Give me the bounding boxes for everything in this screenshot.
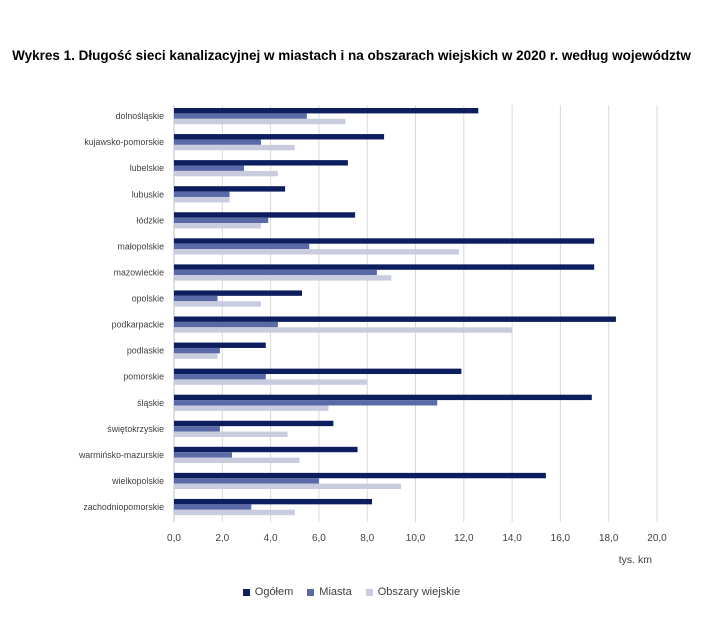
bar-ogolem: [174, 498, 373, 505]
bar-obszary-wiejskie: [174, 327, 513, 333]
x-tick-label: 0,0: [167, 533, 181, 544]
category-label: warmińsko-mazurskie: [78, 450, 164, 460]
x-tick-label: 10,0: [406, 533, 426, 544]
bar-miasta: [174, 243, 310, 250]
bar-miasta: [174, 165, 245, 171]
bar-obszary-wiejskie: [174, 170, 278, 177]
x-tick-label: 12,0: [454, 533, 474, 544]
legend: Ogółem Miasta Obszary wiejskie: [0, 586, 703, 598]
bars: [174, 108, 616, 516]
bar-obszary-wiejskie: [174, 118, 346, 125]
bar-ogolem: [174, 134, 385, 140]
bar-miasta: [174, 321, 278, 328]
bar-ogolem: [174, 290, 302, 296]
bar-miasta: [174, 113, 307, 119]
bar-obszary-wiejskie: [174, 223, 261, 229]
category-label: kujawsko-pomorskie: [84, 137, 164, 147]
category-label: łódzkie: [137, 215, 164, 225]
category-label: dolnośląskie: [116, 111, 165, 121]
bar-miasta: [174, 347, 220, 354]
bar-ogolem: [174, 342, 266, 348]
bar-obszary-wiejskie: [174, 144, 295, 151]
legend-swatch: [307, 588, 315, 596]
bar-miasta: [174, 426, 220, 432]
bar-ogolem: [174, 316, 616, 322]
legend-label: Miasta: [319, 586, 352, 598]
bar-miasta: [174, 217, 269, 224]
legend-label: Obszary wiejskie: [377, 586, 461, 598]
x-tick-label: 8,0: [360, 533, 374, 544]
bar-miasta: [174, 452, 232, 458]
bar-miasta: [174, 374, 266, 380]
bar-ogolem: [174, 238, 595, 244]
bar-obszary-wiejskie: [174, 405, 329, 411]
x-tick-label: 18,0: [599, 533, 619, 544]
category-label: lubuskie: [132, 189, 164, 199]
bar-miasta: [174, 504, 252, 510]
x-tick-label: 16,0: [551, 533, 571, 544]
bar-miasta: [174, 400, 438, 406]
category-label: zachodniopomorskie: [83, 502, 164, 512]
bar-ogolem: [174, 160, 348, 166]
category-label: opolskie: [132, 294, 164, 304]
bar-ogolem: [174, 264, 595, 270]
bar-obszary-wiejskie: [174, 509, 295, 516]
chart-title: Wykres 1. Długość sieci kanalizacyjnej w…: [12, 48, 691, 63]
x-tick-label: 20,0: [647, 533, 667, 544]
category-label: śląskie: [137, 398, 164, 408]
bar-miasta: [174, 191, 230, 197]
bar-miasta: [174, 269, 377, 276]
legend-swatch: [365, 588, 373, 596]
bar-obszary-wiejskie: [174, 301, 261, 307]
x-tick-labels: 0,0 2,0 4,0 6,0 8,0 10,0 12,0 14,0 16,0 18,0 20,0: [167, 533, 667, 544]
bar-obszary-wiejskie: [174, 457, 300, 464]
category-label: podlaskie: [127, 346, 164, 356]
bar-ogolem: [174, 212, 356, 218]
bar-ogolem: [174, 368, 462, 375]
category-label: mazowieckie: [114, 267, 164, 277]
legend-item: Obszary wiejskie: [365, 586, 461, 598]
legend-item: Ogółem: [242, 586, 294, 598]
legend-swatch: [242, 588, 250, 596]
category-label: wielkopolskie: [111, 476, 164, 486]
legend-label: Ogółem: [254, 586, 294, 598]
bar-ogolem: [174, 472, 546, 479]
category-label: lubelskie: [130, 163, 164, 173]
bar-miasta: [174, 139, 261, 145]
bar-obszary-wiejskie: [174, 353, 218, 359]
x-axis-unit-label: tys. km: [619, 554, 653, 566]
bar-obszary-wiejskie: [174, 431, 288, 437]
legend-item: Miasta: [307, 586, 352, 598]
bar-ogolem: [174, 446, 358, 453]
x-tick-label: 14,0: [502, 533, 522, 544]
bar-ogolem: [174, 108, 479, 114]
bar-obszary-wiejskie: [174, 196, 230, 203]
bar-obszary-wiejskie: [174, 249, 459, 255]
bar-miasta: [174, 295, 218, 302]
category-labels: dolnośląskie kujawsko-pomorskie lubelskie l…: [78, 111, 164, 512]
bar-ogolem: [174, 186, 286, 192]
bar-obszary-wiejskie: [174, 275, 392, 281]
bar-obszary-wiejskie: [174, 379, 368, 385]
bar-obszary-wiejskie: [174, 483, 402, 490]
bar-miasta: [174, 478, 319, 484]
bar-ogolem: [174, 394, 592, 401]
x-tick-label: 6,0: [312, 533, 326, 544]
bar-ogolem: [174, 420, 334, 427]
x-tick-label: 4,0: [264, 533, 278, 544]
x-tick-label: 2,0: [215, 533, 229, 544]
category-label: małopolskie: [118, 241, 165, 251]
category-label: pomorskie: [123, 372, 164, 382]
category-label: świętokrzyskie: [107, 424, 164, 434]
category-label: podkarpackie: [112, 320, 164, 330]
